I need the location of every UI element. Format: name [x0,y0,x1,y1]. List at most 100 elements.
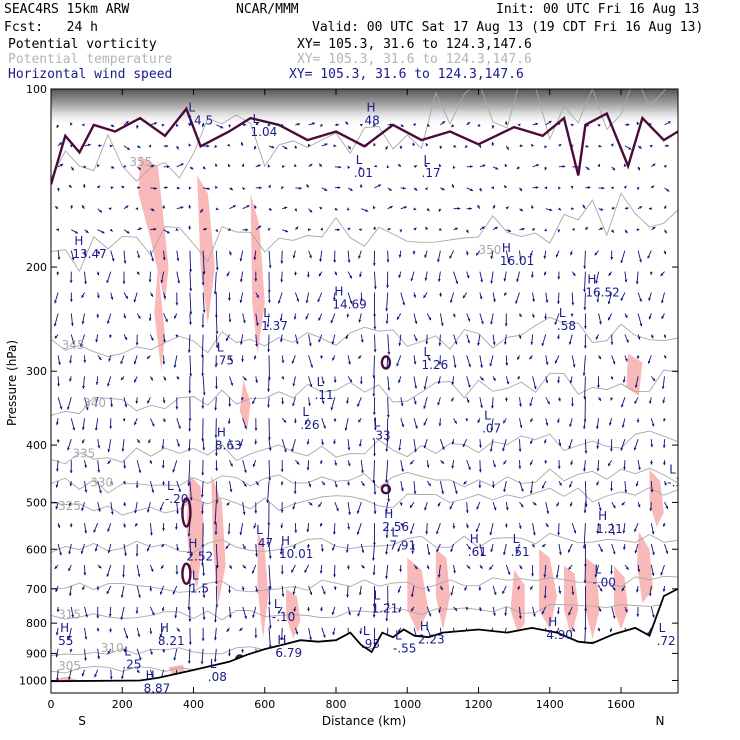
wind-arrow-head [111,258,115,262]
wind-arrow-head [531,205,534,209]
wind-arrow-head [280,260,284,264]
wind-arrow-head [281,186,284,189]
wind-arrow-head [541,611,545,615]
wind-arrow-head [467,546,471,550]
wind-arrow-head [425,226,429,230]
wind-arrow-head [665,550,669,554]
wind-arrow-head [571,592,575,595]
wind-arrow-head [68,593,72,596]
wind-arrow-head [176,258,180,262]
wind-arrow-head [570,185,574,189]
wind-arrow-head [372,412,376,415]
wind-arrow-head [536,164,539,167]
wind-arrow-head [69,299,73,302]
wind-arrow-head [545,422,549,426]
wind-arrow-head [322,591,326,595]
wind-arrow-head [572,273,576,276]
wind-arrow-head [625,207,629,210]
wind-arrow-head [612,587,616,591]
wind-arrow-head [135,207,139,210]
wind-arrow-head [356,531,360,535]
wind-arrow-head [319,207,323,210]
wind-arrow-head [542,544,546,547]
wind-arrow-head [151,164,155,168]
wind-arrow-head [372,263,376,266]
wind-arrow-head [214,581,218,585]
wind-arrow [202,376,205,396]
wind-arrow-head [227,143,230,147]
wind-arrow-head [491,405,494,409]
theta-contour [51,467,678,494]
wind-arrow-head [306,441,310,445]
wind-arrow-head [467,122,470,125]
wind-arrow-head [400,523,404,527]
wind-arrow-head [338,165,342,169]
extremum-value: 1.37 [261,319,288,333]
wind-arrow-head [202,617,206,620]
wind-arrow-head [621,502,625,506]
wind-arrow-head [150,532,153,536]
wind-arrow-head [664,482,667,486]
wind-arrow-head [424,277,428,281]
low-marker: L [363,624,370,638]
high-marker: H [384,507,393,521]
wind-arrow-head [188,204,192,208]
wind-arrow-head [292,383,296,387]
wind-arrow-head [505,524,508,528]
wind-arrow-head [322,634,326,638]
wind-arrow-head [453,364,457,368]
wind-arrow-head [107,449,111,453]
wind-arrow-head [559,482,562,486]
wind-arrow-head [438,164,442,168]
wind-arrow-head [503,552,506,556]
wind-arrow-head [255,553,258,557]
wind-arrow-head [650,489,654,493]
wind-arrow-head [176,123,179,127]
wind-arrow-head [506,146,509,150]
wind-arrow-head [594,252,598,256]
wind-arrow-head [583,345,587,349]
wind-arrow-head [544,316,548,320]
wind-arrow-head [596,530,600,534]
extremum-value: .51 [511,545,530,559]
wind-arrow-head [508,229,512,232]
high-marker: H [60,621,69,635]
wind-arrow-head [572,364,576,368]
wind-arrow-head [207,187,210,190]
pv-contour [380,484,392,495]
wind-arrow-head [323,425,326,429]
wind-arrow-head [610,257,614,260]
wind-arrow-head [241,359,244,362]
wind-arrow-head [228,252,232,256]
wind-arrow-head [358,443,362,447]
wind-arrow-head [452,526,456,529]
wind-arrow-head [284,206,288,210]
wind-arrow-head [437,402,440,406]
wind-arrow-head [452,165,456,169]
wind-arrow-head [252,401,255,404]
wind-arrow-head [452,314,456,318]
wind-arrow-head [95,382,99,385]
wind-arrow-head [134,379,137,383]
wind-arrow-head [259,186,262,190]
wind-arrow-head [333,574,336,578]
wind-arrow-head [175,228,179,231]
wind-arrow-head [333,380,337,383]
wind-arrow-head [373,642,376,646]
wind-arrow-head [573,530,577,534]
wind-arrow-head [98,508,101,512]
extremum-value: .75 [215,354,234,368]
y-tick-label: 700 [26,583,47,596]
wind-arrow-head [180,163,184,166]
high-marker: H [217,426,226,440]
wind-arrow-head [660,572,664,576]
wind-arrow-head [636,589,639,593]
wind-arrow [215,250,218,271]
wind-arrow-head [347,227,351,231]
wind-arrow-head [268,586,272,590]
extremum-value: 16.52 [585,286,619,300]
wind-arrow-head [398,343,402,346]
wind-arrow-head [427,588,430,592]
wind-arrow-head [241,163,245,167]
wind-arrow-head [504,323,508,327]
